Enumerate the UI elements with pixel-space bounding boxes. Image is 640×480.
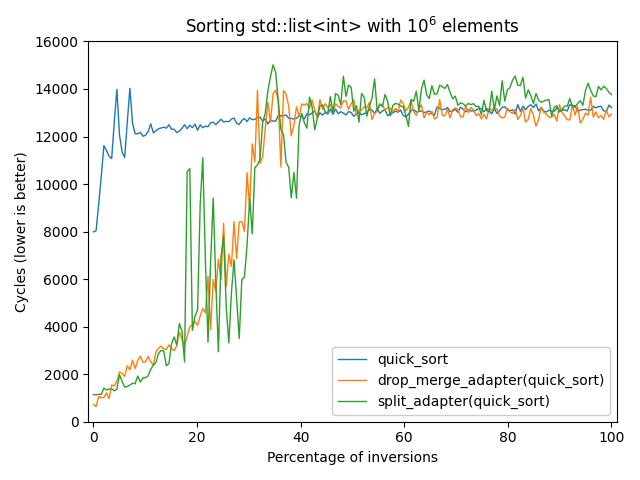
Line: quick_sort: quick_sort [93, 88, 611, 232]
quick_sort [566, 102, 573, 108]
split_adapter(quick_sort) [92, 392, 100, 398]
split_adapter(quick_sort) [189, 327, 196, 333]
drop_merge_adapter(quick_sort) [90, 402, 97, 408]
split_adapter(quick_sort) [607, 92, 615, 97]
Y-axis label: Cycles (lower is better): Cycles (lower is better) [15, 151, 29, 312]
quick_sort [121, 155, 129, 160]
quick_sort [90, 229, 97, 235]
drop_merge_adapter(quick_sort) [124, 363, 131, 369]
split_adapter(quick_sort) [230, 257, 238, 263]
quick_sort [584, 108, 592, 113]
Title: Sorting std::list<int> with $10^6$ elements: Sorting std::list<int> with $10^6$ eleme… [185, 15, 520, 39]
drop_merge_adapter(quick_sort) [92, 404, 100, 409]
split_adapter(quick_sort) [90, 392, 97, 397]
Line: split_adapter(quick_sort): split_adapter(quick_sort) [93, 65, 611, 395]
drop_merge_adapter(quick_sort) [189, 322, 196, 328]
quick_sort [111, 119, 118, 125]
split_adapter(quick_sort) [269, 62, 277, 68]
drop_merge_adapter(quick_sort) [230, 219, 238, 225]
quick_sort [189, 125, 196, 131]
quick_sort [607, 105, 615, 110]
Line: drop_merge_adapter(quick_sort): drop_merge_adapter(quick_sort) [93, 90, 611, 407]
drop_merge_adapter(quick_sort) [568, 102, 576, 108]
drop_merge_adapter(quick_sort) [113, 378, 121, 384]
drop_merge_adapter(quick_sort) [607, 111, 615, 117]
split_adapter(quick_sort) [568, 104, 576, 109]
quick_sort [126, 85, 134, 91]
split_adapter(quick_sort) [124, 384, 131, 389]
X-axis label: Percentage of inversions: Percentage of inversions [267, 451, 438, 465]
split_adapter(quick_sort) [113, 386, 121, 392]
split_adapter(quick_sort) [587, 87, 595, 93]
drop_merge_adapter(quick_sort) [587, 94, 595, 100]
quick_sort [230, 115, 238, 121]
drop_merge_adapter(quick_sort) [272, 87, 280, 93]
Legend: quick_sort, drop_merge_adapter(quick_sort), split_adapter(quick_sort): quick_sort, drop_merge_adapter(quick_sor… [332, 348, 610, 415]
